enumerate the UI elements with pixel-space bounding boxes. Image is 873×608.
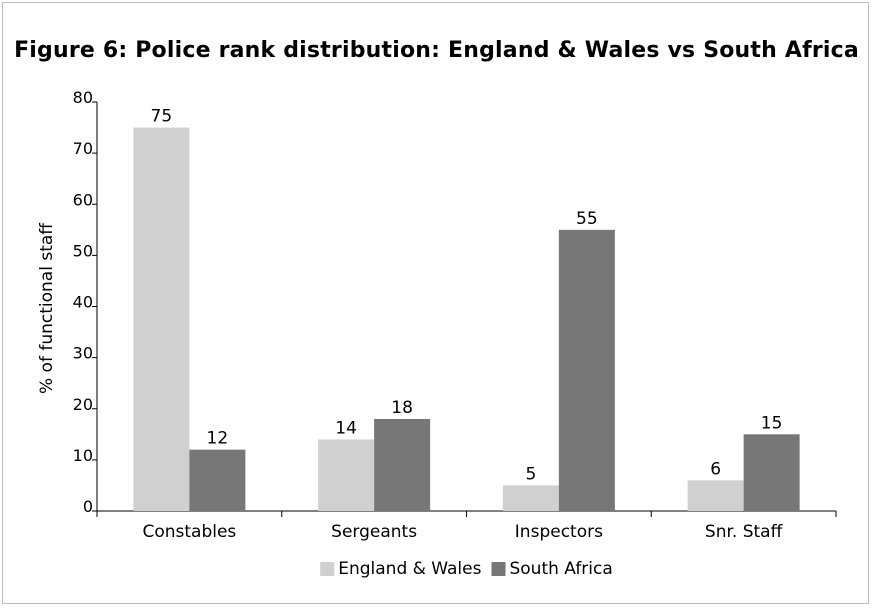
y-tick-label: 20 (73, 395, 93, 414)
bar (133, 127, 190, 511)
x-category-label: Snr. Staff (705, 522, 784, 542)
legend-label: South Africa (509, 559, 612, 579)
bar (374, 418, 431, 511)
y-tick-label: 50 (73, 241, 93, 260)
data-label: 18 (391, 398, 413, 418)
legend-label: England & Wales (338, 559, 481, 579)
chart-title: Figure 6: Police rank distribution: Engl… (14, 38, 859, 63)
y-tick-label: 10 (73, 446, 93, 465)
bars (133, 127, 800, 511)
x-category-label: Constables (142, 522, 236, 542)
data-label: 5 (525, 464, 536, 484)
y-tick-label: 40 (73, 293, 93, 312)
y-tick-label: 60 (73, 190, 93, 209)
bar (558, 229, 615, 511)
x-category-label: Sergeants (331, 522, 417, 542)
data-label: 12 (207, 429, 229, 449)
bar (502, 485, 559, 511)
bar (687, 480, 744, 511)
y-tick-label: 70 (73, 139, 93, 158)
y-tick-label: 0 (83, 497, 93, 516)
bar (743, 434, 800, 511)
bar (189, 449, 246, 511)
y-tick-label: 80 (73, 88, 93, 107)
x-category-label: Inspectors (515, 522, 603, 542)
legend-swatch (320, 562, 335, 576)
axes: 0 10 20 30 40 50 60 70 80 % of functional staff Co… (37, 88, 837, 542)
legend-swatch (491, 562, 506, 576)
data-label: 15 (761, 413, 783, 433)
y-axis-title: % of functional staff (37, 222, 57, 394)
legend: England & Wales South Africa (320, 559, 613, 579)
data-label: 6 (710, 459, 721, 479)
y-tick-label: 30 (73, 344, 93, 363)
data-label: 55 (576, 209, 598, 229)
data-label: 14 (335, 418, 357, 438)
bar (318, 439, 375, 511)
legend-item: England & Wales (320, 559, 482, 579)
legend-item: South Africa (491, 559, 613, 579)
data-label: 75 (151, 107, 173, 127)
